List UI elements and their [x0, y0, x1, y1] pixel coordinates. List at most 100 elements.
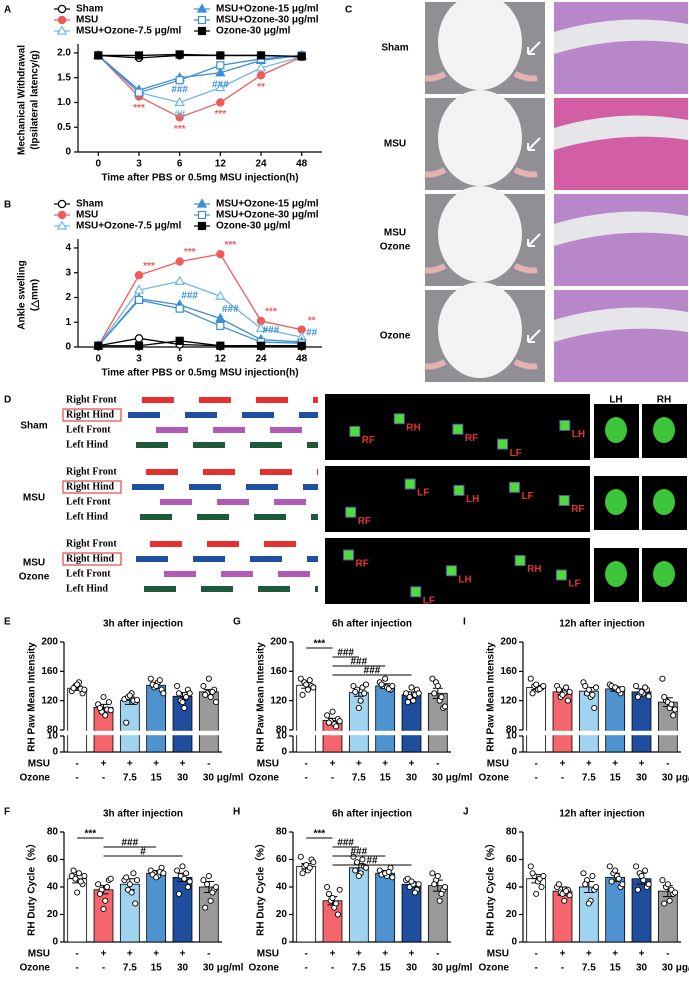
chart-title: 6h after injection — [332, 619, 412, 630]
y-tick-label: 80 — [276, 725, 288, 736]
marker — [175, 76, 184, 85]
gait-segment — [311, 514, 318, 520]
group-label: MSU — [23, 493, 45, 504]
x-row-name: MSU — [487, 949, 509, 960]
data-point — [585, 686, 592, 693]
marker — [197, 210, 207, 220]
data-point — [336, 718, 343, 725]
y-tick-label: 60 — [47, 854, 59, 865]
gait-segment — [307, 442, 318, 448]
significance-label: *** — [265, 307, 277, 318]
legend-label: Ozone-30 μg/ml — [216, 221, 291, 232]
x-axis-title: Time after PBS or 0.5mg MSU injection(h) — [101, 368, 298, 379]
histology-band — [554, 19, 688, 54]
data-point — [408, 684, 415, 691]
marker — [216, 321, 225, 331]
data-point — [408, 878, 415, 885]
marker — [255, 322, 267, 333]
data-point — [634, 693, 641, 701]
highlight-box — [62, 552, 122, 566]
significance-label: # — [140, 847, 146, 858]
legend-label: MSU+Ozone-30 μg/ml — [216, 210, 319, 221]
bar — [119, 700, 140, 753]
gait-segment — [260, 469, 292, 475]
data-point — [202, 904, 209, 911]
x-row-label: - — [207, 949, 210, 960]
panel-label: I — [463, 617, 466, 628]
paw-glow — [653, 417, 675, 443]
data-point — [105, 699, 112, 706]
marker — [56, 25, 68, 35]
gait-segment — [142, 397, 174, 403]
axis-break — [374, 730, 396, 736]
bar — [578, 886, 599, 943]
data-point — [147, 675, 154, 682]
data-point — [429, 870, 436, 877]
series-line — [97, 54, 302, 91]
footprint — [453, 484, 465, 496]
leg-label: Right Hind — [66, 409, 115, 420]
significance-label: ### — [350, 657, 367, 668]
data-point — [592, 684, 600, 691]
gait-segment — [246, 484, 278, 490]
data-point — [350, 682, 357, 690]
footprint — [555, 569, 567, 581]
data-point — [441, 703, 449, 710]
gait-segment — [256, 397, 288, 403]
data-point — [123, 874, 130, 881]
x-row-label: - — [534, 963, 537, 974]
marker — [256, 51, 266, 60]
paw-header: RH — [657, 395, 671, 406]
series-line — [98, 53, 302, 58]
data-point — [564, 697, 571, 704]
data-point — [297, 675, 304, 682]
x-row-label: 30 μg/ml — [662, 773, 689, 784]
footprint — [497, 438, 509, 450]
data-point — [133, 696, 141, 703]
significance-label: ### — [364, 666, 381, 677]
significance-label: ### — [222, 304, 239, 315]
y-tick-label: 0 — [52, 747, 58, 758]
data-point — [77, 878, 84, 885]
data-point — [174, 867, 181, 874]
group-label: Sham — [381, 43, 408, 54]
x-row-label: 15 — [610, 963, 622, 974]
data-point — [75, 870, 83, 877]
data-point — [555, 686, 562, 693]
legend-label: MSU+Ozone-30 μg/ml — [216, 15, 319, 26]
y-tick-label: 1 — [65, 317, 71, 328]
data-point — [606, 863, 613, 870]
data-point — [350, 853, 357, 860]
footprint — [343, 549, 355, 561]
y-tick-label: 80 — [506, 827, 518, 838]
x-row-label: + — [356, 759, 362, 770]
y-tick-label: 0.5 — [57, 122, 71, 133]
leg-label: Left Front — [66, 568, 111, 579]
x-tick-label: 24 — [255, 354, 267, 365]
data-point — [183, 693, 190, 701]
x-row-label: + — [101, 759, 107, 770]
data-point — [385, 868, 392, 875]
x-row-label: + — [180, 759, 186, 770]
bar — [296, 865, 317, 943]
bar — [375, 685, 396, 753]
data-point — [633, 682, 640, 690]
axis-break — [93, 730, 114, 736]
bar — [198, 886, 219, 943]
y-tick-label: 10 — [47, 731, 59, 742]
group-label: Ozone — [380, 331, 411, 342]
y-axis-title: RH Paw Mean Intensity — [486, 642, 497, 752]
footprint — [349, 425, 361, 437]
x-row-label: + — [409, 949, 415, 960]
y-tick-label: 2 — [65, 292, 71, 303]
mouse-body — [438, 90, 522, 186]
marker — [175, 113, 184, 122]
data-point — [645, 881, 652, 888]
x-row-label: + — [639, 949, 645, 960]
y-tick-label: 80 — [47, 725, 59, 736]
data-point — [336, 886, 343, 893]
series-line — [97, 54, 302, 94]
legend-label: MSU+Ozone-15 μg/ml — [216, 4, 319, 15]
axis-break — [552, 730, 573, 736]
gait-segment — [140, 514, 172, 520]
